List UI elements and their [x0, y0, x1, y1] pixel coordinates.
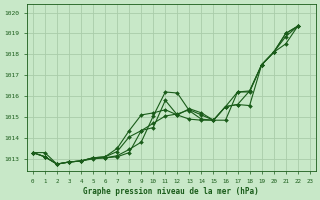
- X-axis label: Graphe pression niveau de la mer (hPa): Graphe pression niveau de la mer (hPa): [84, 187, 259, 196]
